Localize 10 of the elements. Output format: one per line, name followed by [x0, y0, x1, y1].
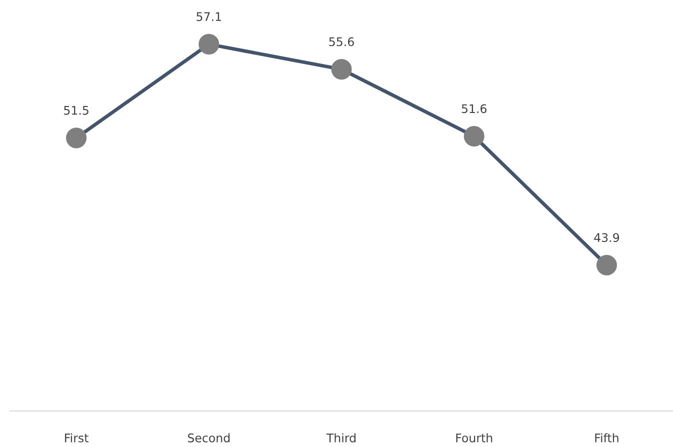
data-label: 43.9 [594, 233, 620, 242]
x-tick-label: Third [326, 433, 356, 442]
data-label: 51.6 [462, 104, 486, 114]
x-tick-label: Fourth [456, 433, 492, 442]
data-label: 51.5 [64, 106, 88, 115]
data-label: 57.1 [196, 12, 221, 22]
data-label: 55.6 [329, 37, 354, 46]
x-tick-label: Fifth [595, 433, 618, 442]
x-tick-label: Second [188, 433, 230, 442]
x-tick-label: First [65, 433, 88, 442]
